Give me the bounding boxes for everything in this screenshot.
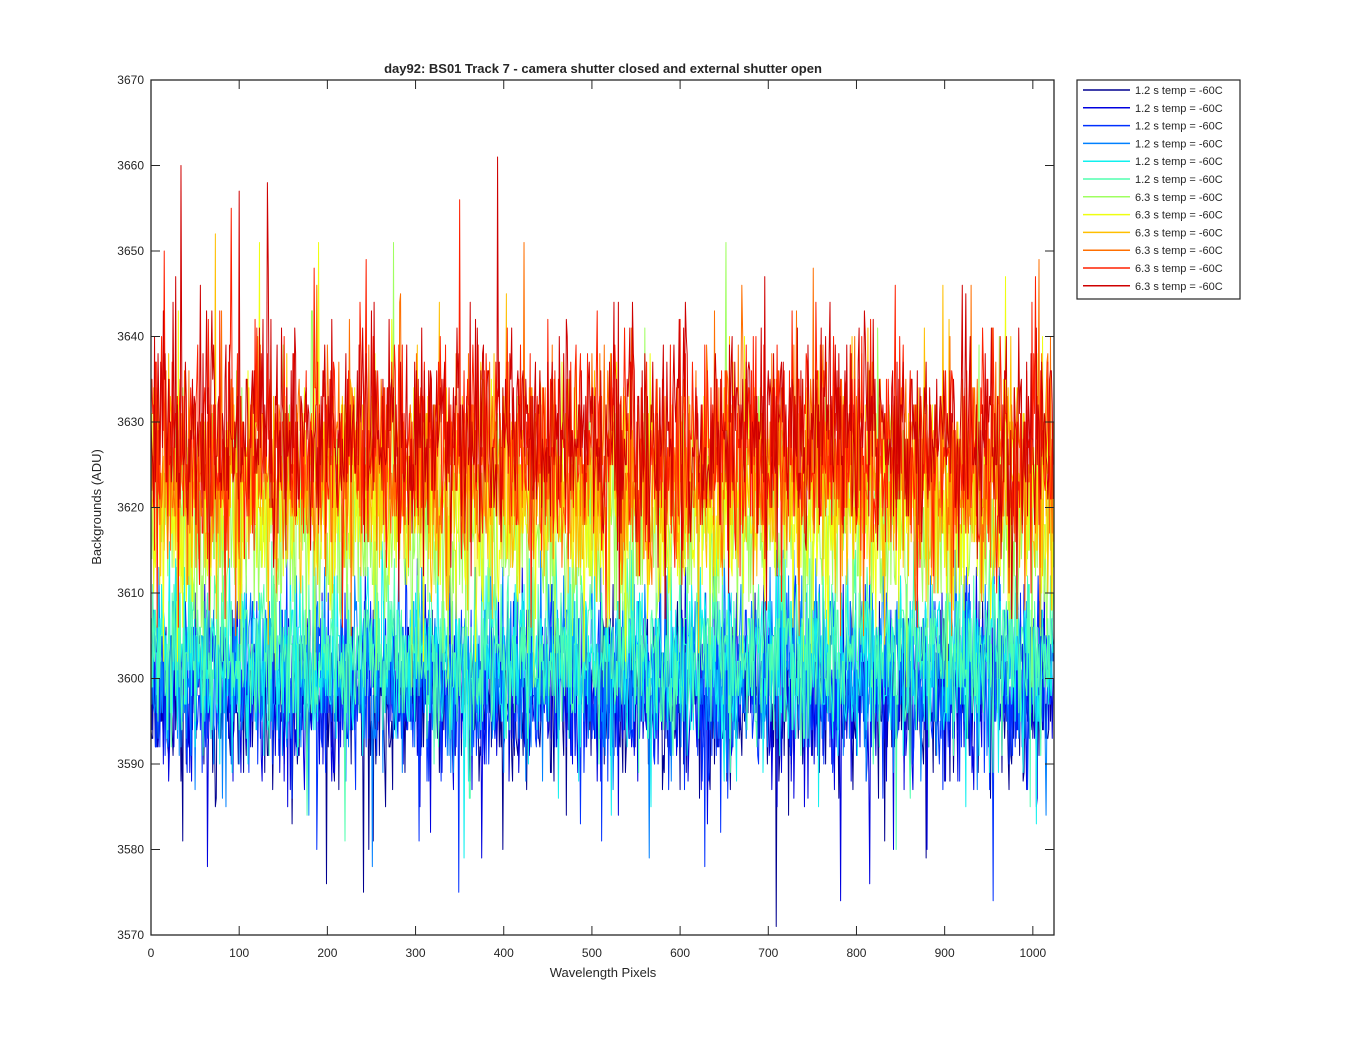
y-tick-label: 3640 — [117, 330, 144, 344]
x-tick-label: 500 — [582, 946, 602, 960]
legend: 1.2 s temp = -60C 1.2 s temp = -60C 1.2 s … — [1076, 79, 1241, 300]
x-axis-label: Wavelength Pixels — [550, 965, 657, 980]
series-line — [151, 156, 1054, 620]
y-tick-label: 3620 — [117, 501, 144, 515]
series-line — [151, 541, 1054, 859]
x-tick-label: 700 — [758, 946, 778, 960]
series-layer — [151, 156, 1054, 927]
legend-label: 6.3 s temp = -60C — [1135, 227, 1223, 239]
axes-layer: 0 100 200 300 400 500 600 700 800 900 1000 3570 3580… — [117, 73, 1054, 960]
legend-label: 1.2 s temp = -60C — [1135, 174, 1223, 186]
y-tick-label: 3660 — [117, 159, 144, 173]
legend-label: 6.3 s temp = -60C — [1135, 281, 1223, 293]
legend-label: 1.2 s temp = -60C — [1135, 156, 1223, 168]
y-tick-label: 3570 — [117, 928, 144, 942]
legend-label: 6.3 s temp = -60C — [1135, 263, 1223, 275]
x-tick-label: 1000 — [1019, 946, 1046, 960]
series-line — [151, 532, 1054, 850]
legend-label: 1.2 s temp = -60C — [1135, 138, 1223, 150]
legend-label: 6.3 s temp = -60C — [1135, 192, 1223, 204]
y-tick-label: 3630 — [117, 415, 144, 429]
legend-label: 6.3 s temp = -60C — [1135, 210, 1223, 222]
y-tick-label: 3670 — [117, 73, 144, 87]
x-tick-label: 600 — [670, 946, 690, 960]
y-tick-label: 3580 — [117, 843, 144, 857]
y-tick-label: 3590 — [117, 757, 144, 771]
y-axis-label: Backgrounds (ADU) — [89, 449, 104, 565]
legend-label: 1.2 s temp = -60C — [1135, 121, 1223, 133]
y-tick-label: 3600 — [117, 672, 144, 686]
x-tick-label: 800 — [846, 946, 866, 960]
y-tick-label: 3610 — [117, 586, 144, 600]
legend-label: 1.2 s temp = -60C — [1135, 85, 1223, 97]
x-tick-label: 400 — [494, 946, 514, 960]
x-tick-label: 900 — [935, 946, 955, 960]
x-tick-label: 100 — [229, 946, 249, 960]
chart-title: day92: BS01 Track 7 - camera shutter clo… — [384, 61, 822, 76]
legend-box — [1076, 79, 1241, 300]
y-tick-label: 3650 — [117, 244, 144, 258]
x-tick-label: 0 — [148, 946, 155, 960]
x-tick-label: 200 — [317, 946, 337, 960]
plot-frame — [150, 79, 1055, 936]
x-tick-label: 300 — [406, 946, 426, 960]
legend-label: 6.3 s temp = -60C — [1135, 245, 1223, 257]
legend-label: 1.2 s temp = -60C — [1135, 103, 1223, 115]
